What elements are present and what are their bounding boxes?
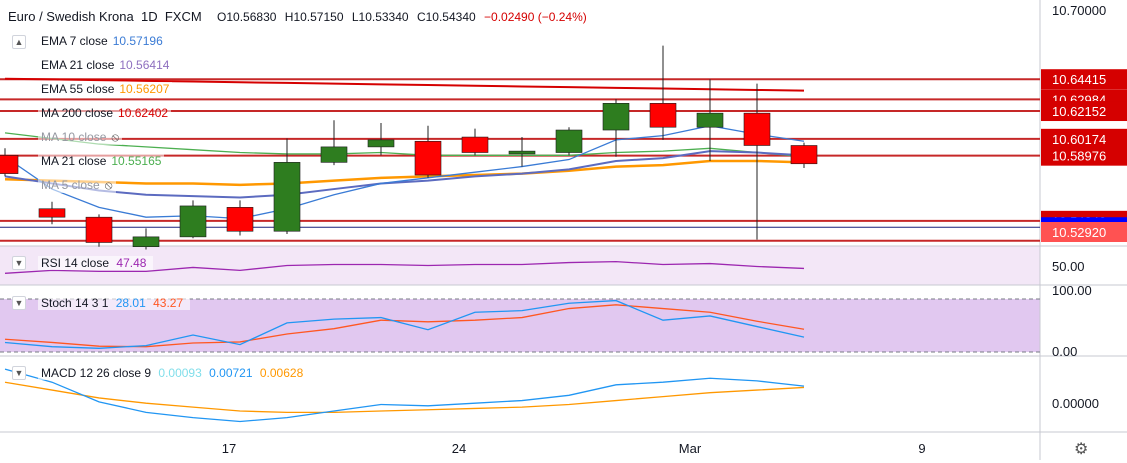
rsi-legend: RSI 14 close 47.48 bbox=[38, 256, 154, 270]
rsi-panel-bg bbox=[0, 246, 1040, 285]
legend-value: 10.56414 bbox=[119, 58, 170, 72]
symbol-header: Euro / Swedish Krona 1D FXCM O10.56830 H… bbox=[8, 9, 592, 24]
rsi-label: RSI 14 close bbox=[41, 256, 110, 270]
candle-body bbox=[179, 205, 207, 238]
price-axis-label: 10.70000 bbox=[1052, 3, 1106, 18]
stoch-axis-label: 0.00 bbox=[1052, 344, 1077, 359]
candle-body bbox=[696, 112, 724, 128]
legend-name: EMA 7 close bbox=[41, 34, 108, 48]
legend-entry[interactable]: MA 200 close 10.62402 bbox=[38, 106, 172, 120]
time-axis-label: 17 bbox=[222, 441, 236, 456]
symbol-title: Euro / Swedish Krona 1D FXCM bbox=[8, 9, 202, 24]
macd-signal-value: 0.00628 bbox=[259, 366, 304, 380]
price-axis-label: 10.62152 bbox=[1052, 104, 1106, 119]
price-badge bbox=[1041, 145, 1127, 166]
rsi-collapse-button[interactable]: ▼ bbox=[12, 256, 26, 270]
legend-name: MA 21 close bbox=[41, 154, 107, 168]
legend-name: MA 200 close bbox=[41, 106, 114, 120]
eye-off-icon[interactable]: ⦸ bbox=[111, 130, 120, 144]
ema21-line bbox=[4, 150, 805, 199]
legend-value: 10.62402 bbox=[118, 106, 169, 120]
stoch-collapse-button[interactable]: ▼ bbox=[12, 296, 26, 310]
macd-label: MACD 12 26 close 9 bbox=[41, 366, 152, 380]
chevron-down-icon: ▼ bbox=[14, 298, 24, 308]
ma21-line bbox=[4, 132, 805, 158]
macd-line bbox=[4, 368, 805, 423]
close-value: C10.54340 bbox=[416, 10, 476, 24]
high-value: H10.57150 bbox=[284, 10, 344, 24]
candle-body bbox=[132, 236, 160, 248]
candle-body bbox=[461, 136, 489, 153]
candle-body bbox=[414, 140, 442, 176]
legend-value: 10.55165 bbox=[111, 154, 162, 168]
time-axis-label: 24 bbox=[452, 441, 466, 456]
legend-value: 10.57196 bbox=[112, 34, 163, 48]
price-badge bbox=[1041, 101, 1127, 122]
stoch-k-line bbox=[4, 299, 805, 349]
candle-body bbox=[320, 146, 348, 163]
open-value: O10.56830 bbox=[217, 10, 277, 24]
chevron-down-icon: ▼ bbox=[14, 258, 24, 268]
legend-entry[interactable]: MA 10 close ⦸ bbox=[38, 130, 123, 145]
macd-legend: MACD 12 26 close 9 0.00093 0.00721 0.006… bbox=[38, 366, 311, 380]
settings-gear-button[interactable]: ⚙ bbox=[1074, 439, 1088, 459]
legend-name: EMA 55 close bbox=[41, 82, 115, 96]
stoch-legend: Stoch 14 3 1 28.01 43.27 bbox=[38, 296, 191, 310]
price-badge bbox=[1041, 69, 1127, 90]
macd-hist-value: 0.00093 bbox=[158, 366, 202, 380]
legend-name: MA 5 close bbox=[41, 178, 100, 192]
legend-name: MA 10 close bbox=[41, 130, 107, 144]
candle-body bbox=[508, 150, 536, 155]
rsi-line bbox=[4, 260, 805, 274]
legend-entry[interactable]: MA 5 close ⦸ bbox=[38, 178, 116, 193]
legend-name: EMA 21 close bbox=[41, 58, 115, 72]
candle-body bbox=[367, 139, 395, 148]
rsi-value: 47.48 bbox=[116, 256, 147, 270]
ema55-line bbox=[4, 159, 805, 187]
macd-line-value: 0.00721 bbox=[209, 366, 253, 380]
legend-entry[interactable]: MA 21 close 10.55165 bbox=[38, 154, 165, 168]
chevron-down-icon: ▼ bbox=[14, 368, 24, 378]
price-badge bbox=[1041, 222, 1127, 242]
macd-collapse-button[interactable]: ▼ bbox=[12, 366, 26, 380]
price-badge bbox=[1041, 128, 1127, 149]
stoch-k-value: 28.01 bbox=[115, 296, 146, 310]
candle-body bbox=[273, 162, 301, 232]
candle-body bbox=[0, 155, 19, 174]
stoch-d-value: 43.27 bbox=[153, 296, 184, 310]
legend-entry[interactable]: EMA 7 close 10.57196 bbox=[38, 34, 166, 48]
stoch-label: Stoch 14 3 1 bbox=[41, 296, 109, 310]
price-axis-label: 10.64415 bbox=[1052, 72, 1106, 87]
candle-body bbox=[85, 216, 113, 243]
stoch-axis-label: 100.00 bbox=[1052, 283, 1092, 298]
time-axis-label: 9 bbox=[918, 441, 925, 456]
eye-off-icon[interactable]: ⦸ bbox=[104, 178, 113, 192]
price-axis-label: 10.52920 bbox=[1052, 225, 1106, 240]
rsi-axis-label: 50.00 bbox=[1052, 259, 1085, 274]
candle-body bbox=[555, 129, 583, 153]
price-axis-label: 10.60174 bbox=[1052, 132, 1106, 147]
macd-signal-line bbox=[4, 381, 805, 413]
candle-body bbox=[649, 103, 677, 128]
legend-value: 10.56207 bbox=[119, 82, 170, 96]
price-axis-label: 10.58976 bbox=[1052, 149, 1106, 164]
candle-body bbox=[602, 103, 630, 131]
gear-icon: ⚙ bbox=[1074, 441, 1089, 458]
legend-entry[interactable]: EMA 21 close 10.56414 bbox=[38, 58, 173, 72]
legend-entry[interactable]: EMA 55 close 10.56207 bbox=[38, 82, 173, 96]
ma200-line bbox=[4, 77, 805, 92]
candle-body bbox=[743, 112, 771, 146]
low-value: L10.53340 bbox=[351, 10, 409, 24]
macd-axis-label: 0.00000 bbox=[1052, 396, 1099, 411]
change-value: −0.02490 (−0.24%) bbox=[484, 10, 587, 24]
candle-body bbox=[38, 208, 66, 218]
ema7-line bbox=[4, 125, 805, 220]
candle-body bbox=[790, 145, 818, 165]
candle-body bbox=[226, 207, 254, 232]
legend-collapse-button[interactable]: ▲ bbox=[12, 35, 26, 49]
time-axis-label: Mar bbox=[679, 441, 702, 456]
chevron-up-icon: ▲ bbox=[14, 37, 24, 47]
